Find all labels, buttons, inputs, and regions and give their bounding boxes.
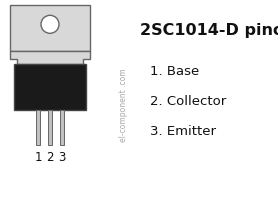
Text: 1: 1 (34, 150, 42, 163)
Text: 2SC1014-D pinout: 2SC1014-D pinout (140, 22, 278, 37)
Bar (48, 110, 52, 145)
Text: el-component .com: el-component .com (118, 68, 128, 141)
Text: 3: 3 (58, 150, 66, 163)
Text: 3. Emitter: 3. Emitter (150, 125, 216, 138)
Text: 2. Collector: 2. Collector (150, 95, 226, 108)
Text: 2: 2 (46, 150, 54, 163)
Bar (14, 65, 86, 110)
Polygon shape (10, 52, 90, 65)
Text: 1. Base: 1. Base (150, 65, 199, 78)
Bar (36, 110, 40, 145)
Bar (60, 110, 64, 145)
Bar (10, 6, 90, 52)
Circle shape (41, 16, 59, 34)
